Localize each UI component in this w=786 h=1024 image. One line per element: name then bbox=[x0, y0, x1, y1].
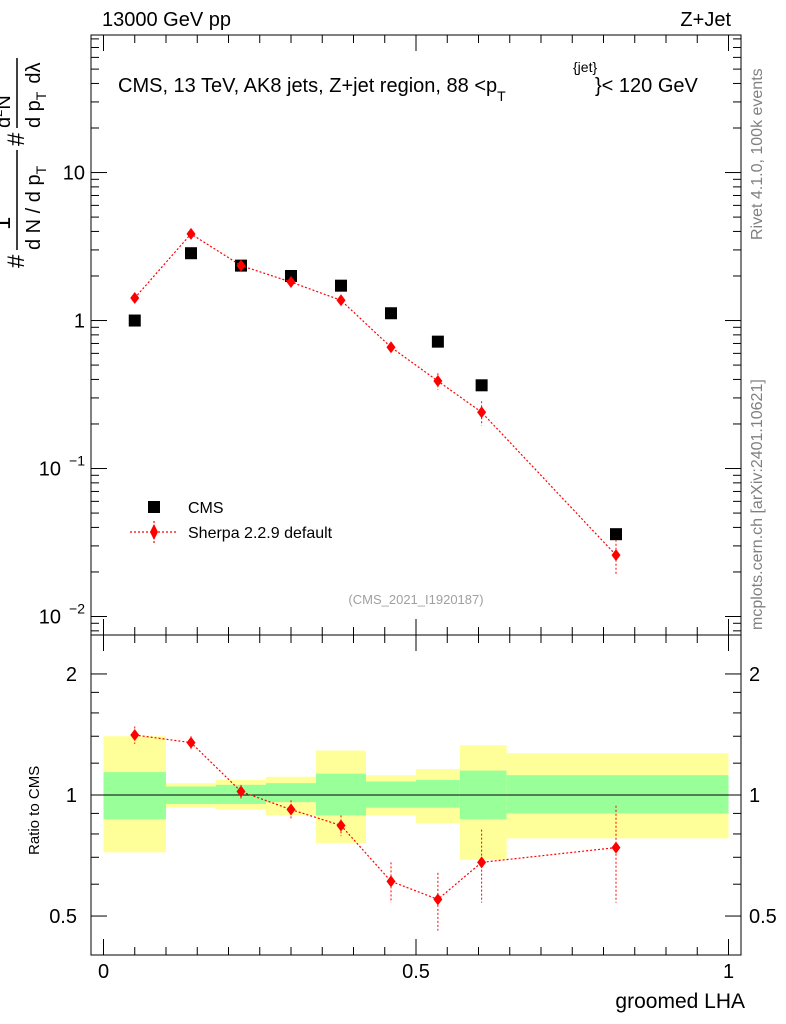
side-label-mcplots: mcplots.cern.ch [arXiv:2401.10621] bbox=[749, 379, 766, 630]
main-y-tick-label: 1 bbox=[74, 311, 85, 333]
x-tick-label: 0 bbox=[98, 961, 109, 983]
svg-text:#: # bbox=[3, 132, 30, 146]
ratio-point bbox=[477, 856, 487, 869]
sherpa-point bbox=[130, 291, 140, 304]
ratio-point bbox=[186, 736, 196, 749]
legend-sherpa-label: Sherpa 2.2.9 default bbox=[188, 525, 333, 542]
legend-cms-label: CMS bbox=[188, 500, 224, 517]
sherpa-point bbox=[286, 276, 296, 289]
ratio-band-inner bbox=[506, 775, 729, 814]
legend: CMS Sherpa 2.2.9 default bbox=[130, 500, 333, 543]
main-y-tick-label: 10 bbox=[39, 607, 61, 629]
main-title: CMS, 13 TeV, AK8 jets, Z+jet region, 88 … bbox=[118, 75, 506, 104]
ratio-y-ticks: 2 2 1 1 0.5 0.5 bbox=[49, 664, 777, 928]
ratio-y-tick-label: 2 bbox=[66, 664, 77, 686]
ratio-bands bbox=[103, 736, 729, 860]
main-plot-frame bbox=[90, 34, 742, 636]
main-y-ticks: 10 1 10 −1 10 −2 bbox=[39, 38, 741, 632]
ratio-y-tick-label: 0.5 bbox=[49, 906, 77, 928]
sherpa-point bbox=[386, 341, 396, 354]
svg-text:d N / d pT: d N / d pT bbox=[23, 165, 49, 250]
x-axis-label: groomed LHA bbox=[615, 990, 745, 1013]
sherpa-point bbox=[336, 294, 346, 307]
ratio-point bbox=[130, 729, 140, 742]
analysis-watermark: (CMS_2021_I1920187) bbox=[348, 592, 483, 607]
x-ticks: 0 0.5 1 bbox=[98, 35, 734, 983]
ratio-y-tick-label-right: 2 bbox=[749, 664, 760, 686]
cms-point bbox=[385, 307, 397, 320]
legend-sherpa-marker bbox=[150, 524, 158, 540]
cms-point bbox=[335, 279, 347, 292]
svg-text:#: # bbox=[3, 254, 30, 268]
x-tick-label: 1 bbox=[723, 961, 734, 983]
svg-text:d pTdλ: d pTdλ bbox=[23, 63, 49, 129]
ratio-band-inner bbox=[416, 779, 460, 808]
cms-point bbox=[128, 314, 141, 327]
sherpa-point bbox=[477, 406, 487, 419]
sherpa-point bbox=[611, 549, 621, 562]
sherpa-point bbox=[433, 375, 443, 388]
ratio-point bbox=[336, 819, 346, 832]
ratio-band-inner bbox=[266, 783, 316, 803]
ratio-y-axis-label: Ratio to CMS bbox=[26, 766, 43, 855]
cms-point bbox=[285, 269, 297, 282]
ratio-y-tick-label-right: 1 bbox=[749, 785, 760, 807]
main-series bbox=[128, 227, 622, 576]
cms-point bbox=[185, 247, 197, 260]
x-tick-label: 0.5 bbox=[402, 961, 430, 983]
header-left: 13000 GeV pp bbox=[102, 9, 231, 31]
main-y-tick-exponent: −2 bbox=[69, 601, 85, 617]
legend-cms-marker bbox=[148, 501, 160, 513]
svg-text:d2N: d2N bbox=[0, 95, 15, 128]
ratio-point bbox=[236, 785, 246, 798]
sherpa-line bbox=[134, 233, 617, 556]
cms-point bbox=[610, 528, 622, 541]
sherpa-point bbox=[186, 227, 196, 240]
ratio-point bbox=[611, 841, 621, 854]
svg-text:1: 1 bbox=[0, 217, 16, 230]
main-title-end: }< 120 GeV bbox=[595, 75, 699, 97]
ratio-band-inner bbox=[103, 772, 166, 820]
header-right: Z+Jet bbox=[680, 9, 731, 31]
main-title-superscript: {jet} bbox=[573, 59, 597, 75]
ratio-point bbox=[286, 803, 296, 816]
main-y-tick-label: 10 bbox=[39, 459, 61, 481]
sherpa-point bbox=[236, 259, 246, 272]
main-y-axis-label: # 1 d N / d pT # d2N d pTdλ bbox=[0, 58, 49, 268]
main-y-tick-label: 10 bbox=[63, 163, 85, 185]
ratio-point bbox=[433, 893, 443, 906]
side-label-rivet: Rivet 4.1.0, 100k events bbox=[749, 68, 766, 240]
cms-point bbox=[431, 335, 444, 348]
cms-point bbox=[475, 379, 488, 392]
main-y-tick-exponent: −1 bbox=[69, 453, 85, 469]
ratio-point bbox=[386, 875, 396, 888]
ratio-y-tick-label: 1 bbox=[66, 785, 77, 807]
ratio-series bbox=[130, 726, 621, 931]
ratio-y-tick-label-right: 0.5 bbox=[749, 906, 777, 928]
